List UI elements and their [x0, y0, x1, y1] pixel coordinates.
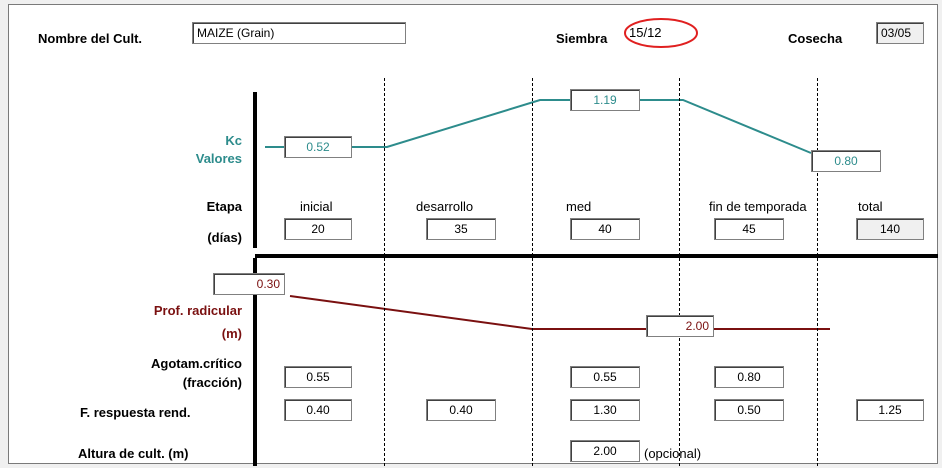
divider-ini-dev — [384, 78, 385, 466]
root-unit-label: (m) — [221, 326, 242, 341]
days-total-field: 140 — [856, 218, 924, 240]
siembra-label: Siembra — [556, 31, 608, 46]
response-ini-field[interactable]: 0.40 — [284, 399, 352, 421]
kc-mid-field[interactable]: 1.19 — [570, 89, 640, 111]
crop-name-field[interactable]: MAIZE (Grain) — [192, 22, 406, 44]
days-late-field[interactable]: 45 — [714, 218, 784, 240]
depletion-unit-label: (fracción) — [182, 375, 242, 390]
kc-label: Kc — [225, 133, 242, 148]
siembra-highlight — [624, 18, 698, 48]
kc-curve-dev — [352, 99, 570, 148]
depletion-mid-field[interactable]: 0.55 — [570, 366, 640, 388]
depletion-ini-field[interactable]: 0.55 — [284, 366, 352, 388]
crop-height-optional-note: (opcional) — [644, 446, 702, 461]
stage-name-desarrollo: desarrollo — [416, 199, 474, 214]
root-curve-growth — [289, 295, 646, 330]
cosecha-field: 03/05 — [876, 22, 924, 44]
cosecha-label: Cosecha — [788, 31, 843, 46]
stage-name-med: med — [566, 199, 592, 214]
days-mid-field[interactable]: 40 — [570, 218, 640, 240]
stage-label: Etapa — [206, 199, 242, 214]
stage-name-inicial: inicial — [300, 199, 333, 214]
response-total-field[interactable]: 1.25 — [856, 399, 924, 421]
crop-name-label: Nombre del Cult. — [38, 31, 143, 46]
kc-end-field[interactable]: 0.80 — [811, 150, 881, 172]
response-end-field[interactable]: 0.50 — [714, 399, 784, 421]
response-mid-field[interactable]: 1.30 — [570, 399, 640, 421]
stage-name-total: total — [858, 199, 883, 214]
kc-curve-late — [640, 99, 812, 154]
divider-mid-late — [679, 78, 680, 466]
root-depth-label: Prof. radicular — [153, 303, 242, 318]
days-label: (días) — [207, 230, 242, 245]
divider-dev-mid — [532, 78, 533, 466]
depletion-label: Agotam.crítico — [150, 356, 242, 371]
days-dev-field[interactable]: 35 — [426, 218, 496, 240]
crop-height-label: Altura de cult. (m) — [78, 446, 189, 461]
days-ini-field[interactable]: 20 — [284, 218, 352, 240]
kc-ini-field[interactable]: 0.52 — [284, 136, 352, 158]
response-dev-field[interactable]: 0.40 — [426, 399, 496, 421]
stage-name-fin: fin de temporada — [709, 199, 807, 214]
root-min-field[interactable]: 0.30 — [213, 273, 285, 295]
yield-response-label: F. respuesta rend. — [80, 405, 191, 420]
kc-values-label: Valores — [195, 151, 242, 166]
root-max-field[interactable]: 2.00 — [646, 315, 714, 337]
divider-late-end — [817, 78, 818, 466]
crop-height-field[interactable]: 2.00 — [570, 440, 640, 462]
depletion-end-field[interactable]: 0.80 — [714, 366, 784, 388]
